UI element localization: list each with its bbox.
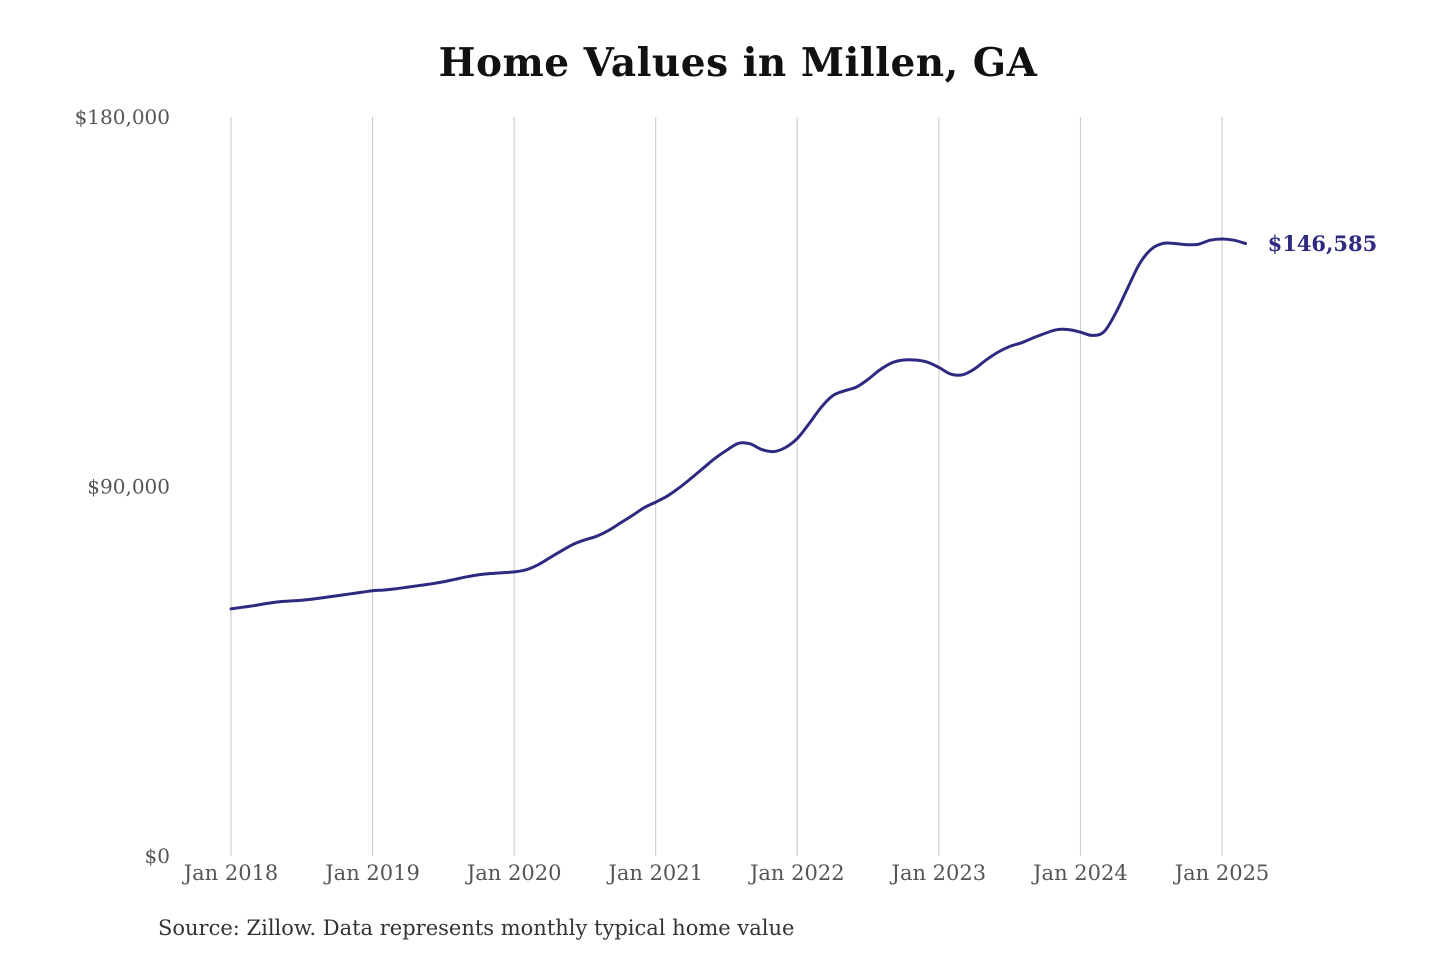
source-note: Source: Zillow. Data represents monthly … <box>158 916 795 940</box>
x-tick-label: Jan 2024 <box>1031 861 1128 885</box>
label-layer: $146,585 <box>1268 231 1378 256</box>
x-tick-label: Jan 2019 <box>323 861 420 885</box>
series-layer <box>229 237 1248 611</box>
x-tick-label: Jan 2022 <box>748 861 845 885</box>
x-tick-label: Jan 2023 <box>890 861 987 885</box>
x-tick-label: Jan 2025 <box>1173 861 1270 885</box>
gridlines <box>230 117 1223 856</box>
end-value-label: $146,585 <box>1268 231 1378 256</box>
y-tick-label: $180,000 <box>75 105 170 129</box>
series-line-0 <box>229 237 1248 611</box>
x-tick-label: Jan 2021 <box>606 861 703 885</box>
x-axis: Jan 2018 Jan 2019 Jan 2020 Jan 2021 Jan 2022… <box>182 861 1270 885</box>
chart-title: Home Values in Millen, GA <box>438 40 1038 86</box>
y-tick-label: $0 <box>145 844 170 868</box>
x-tick-label: Jan 2018 <box>182 861 279 885</box>
y-axis: $0 $90,000 $180,000 <box>75 105 170 868</box>
y-tick-label: $90,000 <box>87 475 170 499</box>
x-tick-label: Jan 2020 <box>465 861 562 885</box>
